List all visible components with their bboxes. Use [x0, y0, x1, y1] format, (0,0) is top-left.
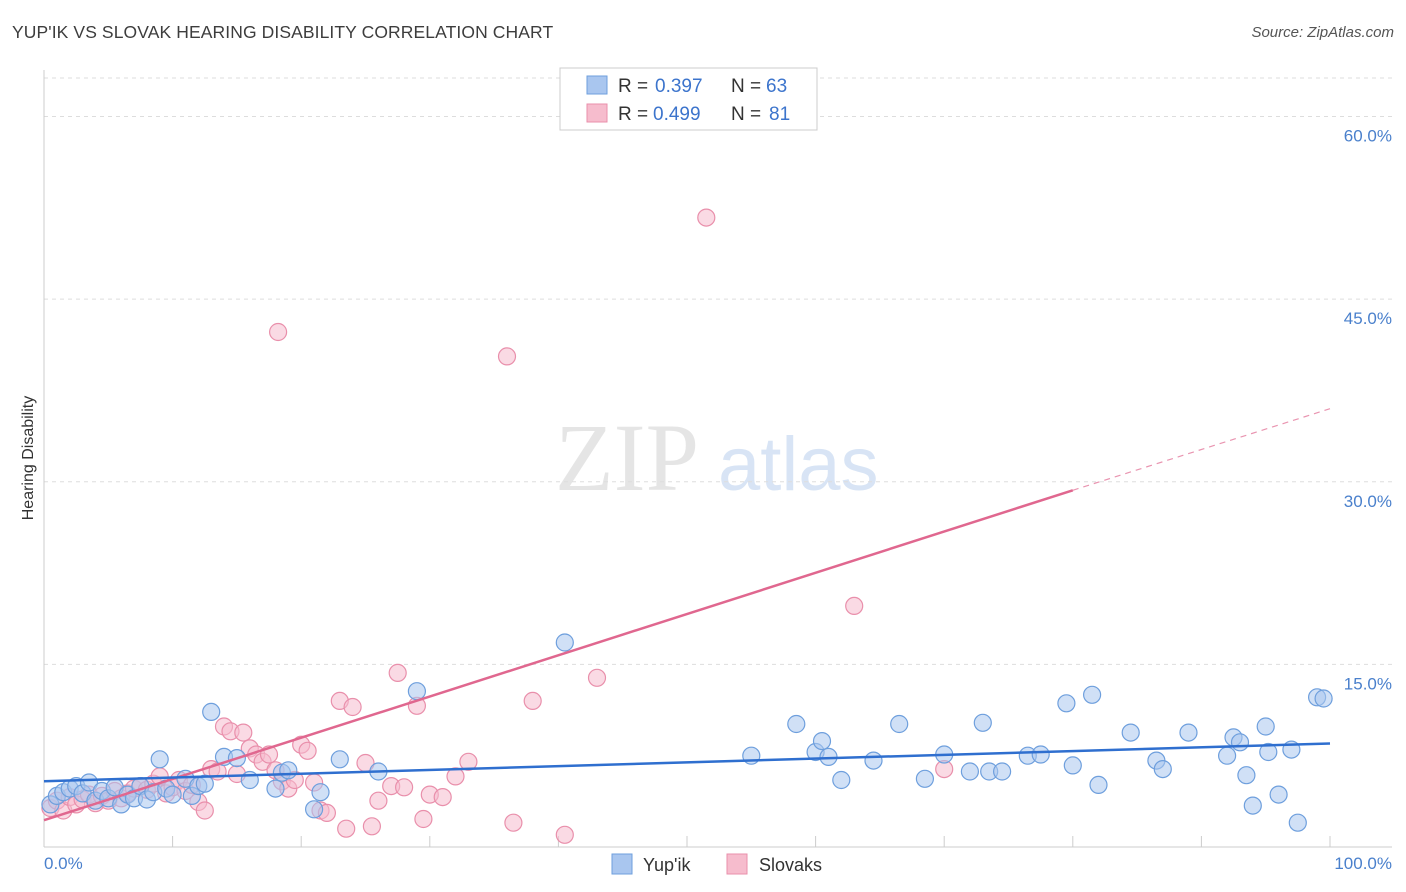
yupik-point — [1237, 766, 1256, 785]
y-tick-labels: 15.0% 30.0% 45.0% 60.0% — [1344, 127, 1392, 694]
slovaks-point — [433, 787, 452, 807]
chart-title: YUP'IK VS SLOVAK HEARING DISABILITY CORR… — [12, 22, 554, 42]
slovaks-point — [555, 825, 574, 844]
slovaks-point — [504, 813, 523, 832]
slovaks-point — [414, 809, 433, 829]
yupik-point — [1217, 746, 1237, 765]
yupik-point — [266, 779, 285, 798]
slovaks-point — [298, 741, 317, 760]
yupik-points — [41, 633, 1333, 832]
y-tick-label-30: 30.0% — [1344, 492, 1392, 511]
yupik-point — [163, 785, 182, 804]
yupik-point — [992, 762, 1012, 781]
yupik-point — [890, 714, 909, 734]
slovaks-point — [845, 596, 864, 616]
yupik-point — [787, 714, 806, 734]
watermark: ZIP atlas — [555, 404, 879, 511]
yupik-point — [1121, 723, 1140, 742]
slovaks-point — [388, 663, 407, 683]
bottom-legend-label-slovaks: Slovaks — [759, 855, 822, 875]
slovaks-point — [362, 817, 381, 836]
yupik-point — [1230, 733, 1250, 752]
yupik-point — [202, 702, 221, 722]
slovaks-trend-extension — [1072, 408, 1331, 491]
yupik-point — [1063, 756, 1082, 775]
slovaks-point — [269, 322, 288, 342]
yupik-point — [1089, 775, 1108, 795]
y-tick-label-45: 45.0% — [1344, 309, 1392, 328]
legend-n-value-slovaks: 81 — [769, 104, 790, 125]
yupik-point — [973, 713, 992, 732]
y-tick-label-15: 15.0% — [1344, 674, 1392, 693]
legend-r-value-yupik: 0.397 — [655, 76, 703, 97]
slovaks-point — [697, 208, 716, 227]
yupik-point — [1259, 742, 1278, 762]
yupik-point — [915, 769, 935, 788]
slovaks-point — [369, 791, 388, 810]
legend-swatch-slovaks — [586, 103, 608, 123]
yupik-point — [330, 750, 349, 769]
legend-swatch-yupik — [586, 75, 608, 95]
yupik-point — [1288, 813, 1307, 832]
yupik-point — [1031, 745, 1050, 764]
yupik-point — [305, 800, 324, 819]
slovaks-point — [343, 697, 362, 717]
legend-r-value-slovaks: 0.499 — [653, 104, 701, 125]
source-credit: Source: ZipAtlas.com — [1251, 24, 1394, 41]
yupik-point — [311, 783, 330, 802]
slovaks-point — [497, 347, 517, 366]
yupik-point — [1179, 723, 1198, 742]
watermark-atlas: atlas — [718, 422, 879, 507]
legend-r-label-slovaks: R = — [618, 104, 648, 125]
legend-n-value-yupik: 63 — [766, 76, 787, 97]
yupik-point — [279, 761, 298, 780]
yupik-point — [195, 774, 214, 793]
x-tick-label-min: 0.0% — [44, 854, 83, 873]
slovaks-trend-line — [43, 489, 1074, 822]
y-tick-label-60: 60.0% — [1344, 127, 1392, 146]
bottom-legend-swatch-slovaks — [726, 853, 748, 875]
yupik-point — [960, 762, 980, 781]
yupik-trend-line — [43, 742, 1331, 783]
yupik-point — [1082, 685, 1102, 704]
yupik-point — [1057, 694, 1076, 713]
x-tick-label-max: 100.0% — [1334, 854, 1392, 873]
yupik-point — [864, 751, 883, 770]
slovaks-point — [459, 752, 478, 771]
yupik-point — [1256, 717, 1275, 736]
yupik-point — [555, 633, 574, 652]
legend-r-label-yupik: R = — [618, 76, 648, 97]
trend-lines — [43, 408, 1331, 822]
watermark-zip: ZIP — [555, 404, 699, 511]
yupik-point — [1243, 796, 1262, 815]
legend-n-label-slovaks: N = — [731, 104, 761, 125]
yupik-point — [1153, 759, 1172, 779]
slovaks-point — [195, 801, 214, 820]
slovaks-point — [395, 778, 414, 797]
y-axis-label: Hearing Disability — [20, 396, 37, 521]
yupik-point — [407, 682, 426, 701]
slovaks-point — [587, 668, 607, 687]
yupik-point — [1314, 689, 1333, 708]
legend-n-label-yupik: N = — [731, 76, 761, 97]
gridlines — [44, 77, 1392, 665]
yupik-point — [1269, 785, 1288, 804]
slovaks-point — [446, 767, 465, 786]
yupik-point — [832, 770, 851, 790]
yupik-point — [812, 731, 832, 751]
bottom-legend-label-yupik: Yup'ik — [643, 855, 691, 875]
legend-bottom: Yup'ik Slovaks — [611, 853, 822, 875]
bottom-legend-swatch-yupik — [611, 853, 633, 875]
slovaks-point — [337, 819, 356, 838]
slovaks-point — [234, 723, 253, 742]
yupik-point — [150, 750, 169, 769]
legend-top: R = 0.397 N = 63 R = 0.499 N = 81 — [559, 67, 818, 131]
yupik-point — [79, 773, 99, 792]
slovaks-point — [523, 691, 542, 711]
